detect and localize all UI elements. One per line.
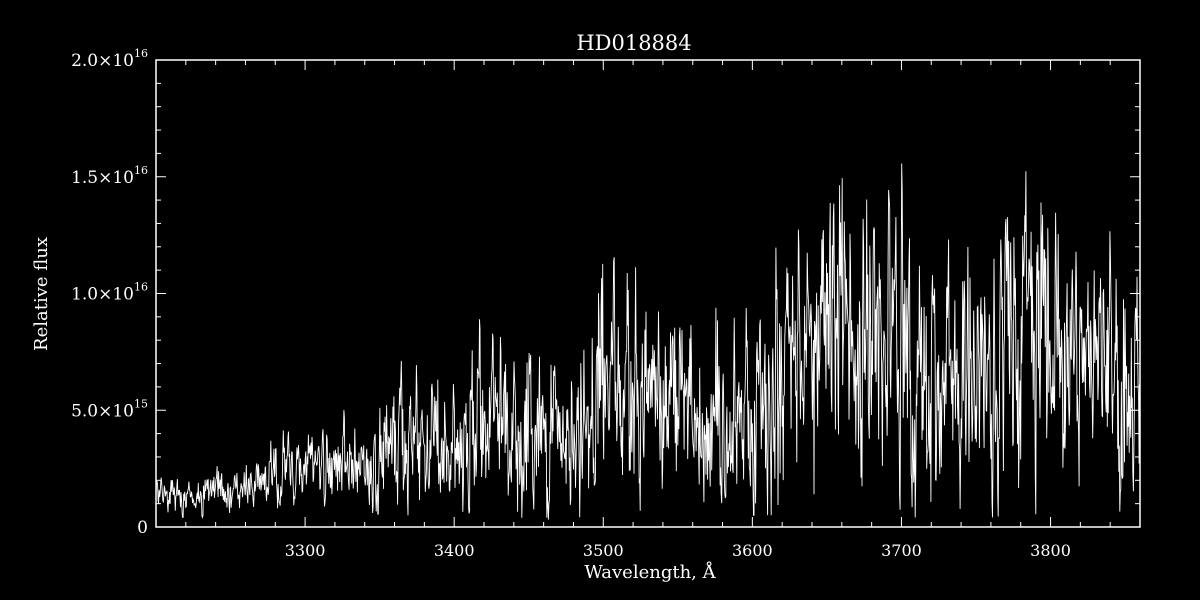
y-axis: 0 5.0×1015 1.0×1016 1.5×1016 2.0×1016 (71, 47, 1140, 538)
y-axis-label: Relative flux (31, 237, 52, 351)
plot-area (155, 163, 1141, 520)
x-tick-label: 3700 (881, 541, 922, 560)
x-axis-label: Wavelength, Å (584, 561, 716, 583)
x-tick-label: 3300 (285, 541, 326, 560)
x-tick-label: 3800 (1030, 541, 1071, 560)
y-tick-label: 1.5×1016 (71, 164, 148, 188)
chart-title: HD018884 (576, 31, 691, 55)
y-tick-label: 5.0×1015 (71, 397, 148, 421)
y-tick-label: 0 (137, 518, 148, 538)
x-tick-label: 3600 (732, 541, 773, 560)
x-axis: 3300 3400 3500 3600 3700 3800 (155, 60, 1141, 560)
spectrum-series-line (155, 163, 1141, 520)
x-tick-label: 3400 (434, 541, 475, 560)
y-tick-label: 1.0×1016 (71, 281, 148, 305)
y-tick-label: 2.0×1016 (71, 47, 148, 71)
x-tick-label: 3500 (583, 541, 624, 560)
